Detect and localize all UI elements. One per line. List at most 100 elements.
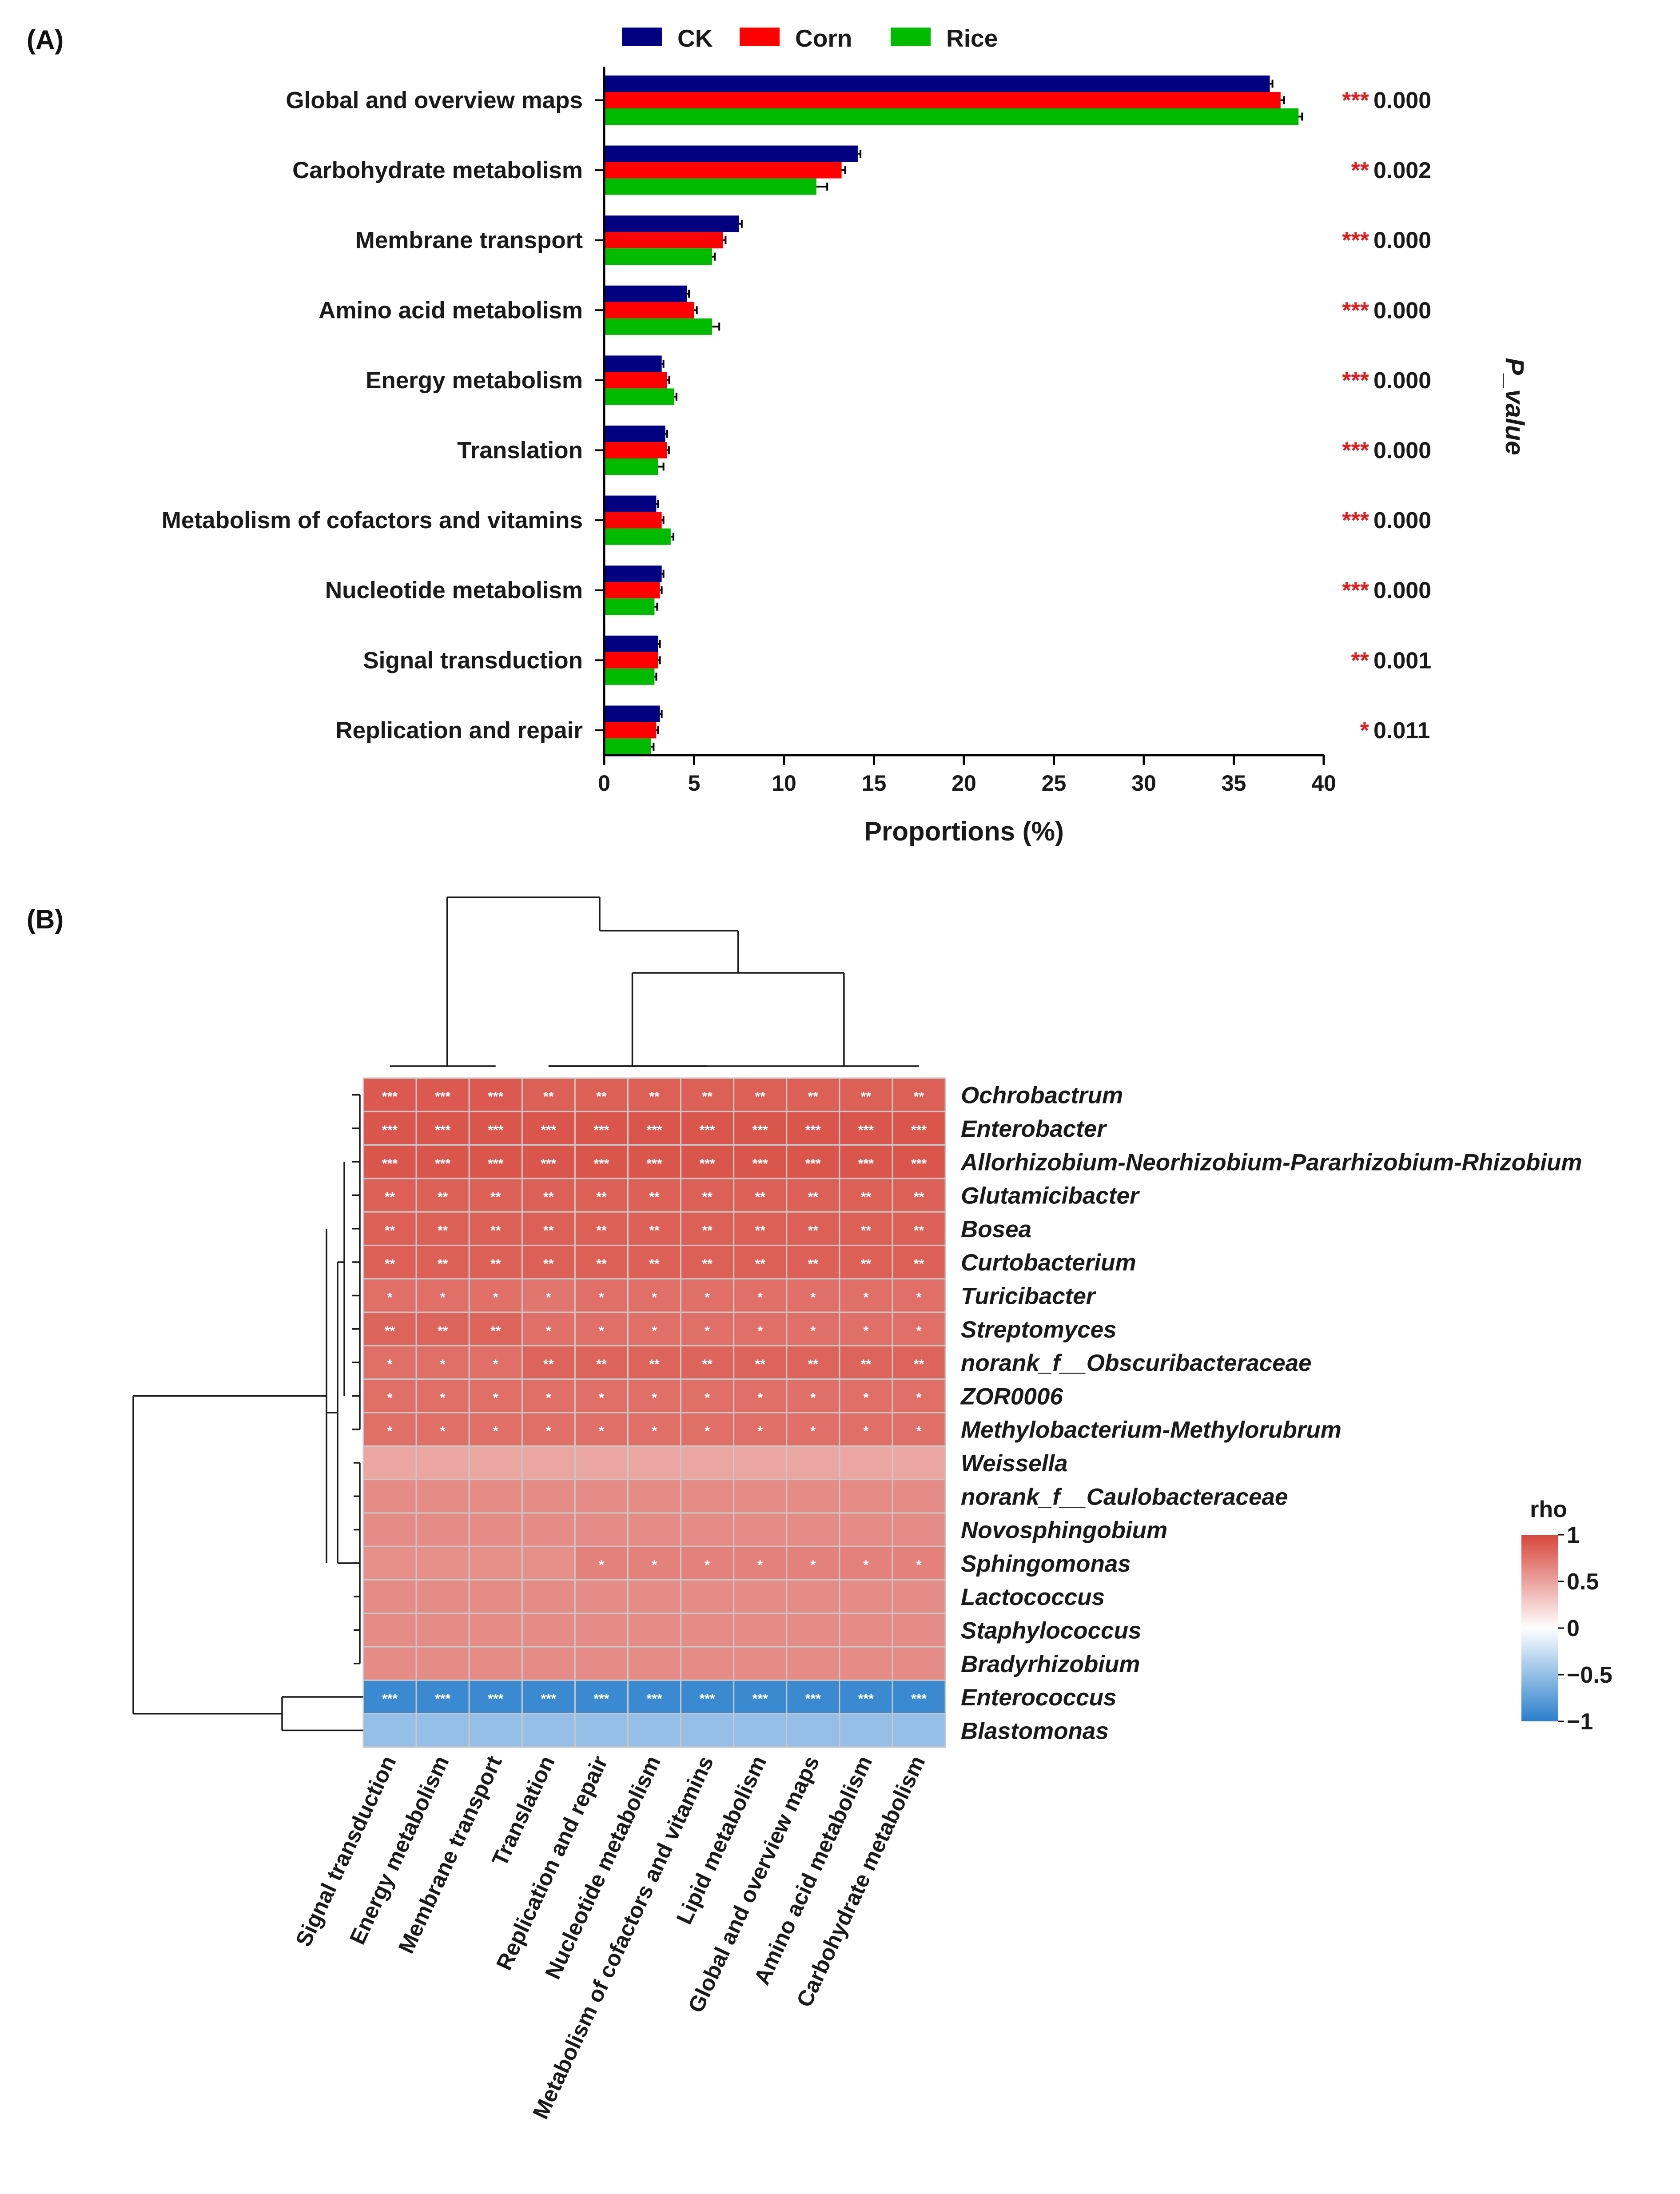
heatmap-cell: [733, 1579, 788, 1614]
cell-significance: *: [387, 1424, 393, 1439]
heatmap-cell: [415, 1646, 470, 1681]
colorbar-tick-label: −0.5: [1567, 1662, 1612, 1688]
heatmap-cell: [839, 1646, 893, 1681]
cell-significance: **: [649, 1357, 660, 1372]
heatmap-cell: [733, 1646, 788, 1681]
heatmap-cell: [362, 1345, 417, 1380]
heatmap-cell: [892, 1178, 946, 1213]
heatmap-cell: [892, 1412, 946, 1447]
bar: [604, 598, 655, 615]
heatmap-cell: [362, 1445, 417, 1481]
heatmap-cell: [627, 1445, 682, 1481]
heatmap-cell: [892, 1278, 946, 1313]
heatmap-cell: [521, 1479, 576, 1514]
x-tick-label: 0: [598, 771, 610, 796]
bar: [604, 388, 674, 405]
cell-significance: **: [385, 1257, 395, 1271]
row-label: Turicibacter: [961, 1283, 1097, 1309]
heatmap-cell: [468, 1512, 523, 1547]
x-tick-label: 40: [1311, 771, 1336, 796]
heatmap-cell: [415, 1278, 470, 1313]
cell-significance: *: [811, 1558, 816, 1573]
bar: [604, 178, 816, 195]
cell-significance: *: [705, 1324, 710, 1338]
heatmap-cell: [892, 1311, 946, 1346]
cell-significance: **: [596, 1090, 607, 1104]
cell-significance: **: [649, 1090, 660, 1104]
row-label: ZOR0006: [960, 1383, 1063, 1410]
colorbar-title: rho: [1530, 1497, 1567, 1522]
bar: [604, 162, 842, 179]
heatmap-cell: [839, 1144, 893, 1179]
heatmap-cell: [574, 1445, 629, 1481]
heatmap-cell: [733, 1077, 788, 1112]
heatmap-cell: [468, 1646, 523, 1681]
legend-label-ck: CK: [677, 24, 713, 52]
x-tick-label: 10: [772, 771, 796, 796]
cell-significance: ***: [700, 1123, 715, 1138]
heatmap-cell: [786, 1579, 840, 1614]
colorbar: [1521, 1535, 1558, 1721]
heatmap-cell: [415, 1211, 470, 1246]
row-label: Staphylococcus: [961, 1617, 1141, 1644]
category-label: Metabolism of cofactors and vitamins: [162, 507, 583, 534]
heatmap-cell: [892, 1545, 946, 1581]
cell-significance: ***: [647, 1692, 662, 1706]
heatmap-cell: [415, 1713, 470, 1748]
cell-significance: **: [543, 1090, 554, 1104]
cell-significance: ***: [488, 1692, 503, 1706]
row-label: Ochrobactrum: [961, 1083, 1123, 1109]
cell-significance: **: [385, 1223, 395, 1238]
heatmap-cell: [839, 1445, 893, 1481]
heatmap-cell: [574, 1646, 629, 1681]
heatmap-cell: [627, 1579, 682, 1614]
cell-significance: *: [705, 1290, 710, 1305]
heatmap-cell: [892, 1445, 946, 1481]
cell-significance: **: [861, 1223, 872, 1238]
cell-significance: *: [493, 1390, 498, 1405]
heatmap-cell: [415, 1445, 470, 1481]
legend-swatch-ck: [622, 28, 662, 46]
row-label: Novosphingobium: [961, 1517, 1167, 1544]
heatmap-cell: [733, 1311, 788, 1346]
bar: [604, 458, 658, 475]
cell-significance: **: [702, 1223, 713, 1238]
cell-significance: *: [546, 1390, 551, 1405]
heatmap-cell: [521, 1545, 576, 1581]
bar: [604, 232, 723, 249]
cell-significance: *: [599, 1424, 604, 1439]
significance-stars: ***: [1342, 298, 1369, 323]
cell-significance: ***: [382, 1123, 398, 1138]
category-label: Carbohydrate metabolism: [292, 157, 583, 183]
bar: [604, 635, 658, 652]
heatmap-cell: [627, 1311, 682, 1346]
bar: [604, 565, 662, 582]
x-tick-label: 5: [688, 771, 701, 796]
cell-significance: *: [440, 1290, 446, 1305]
heatmap-cell: [680, 1713, 735, 1748]
cell-significance: **: [490, 1190, 501, 1205]
heatmap-cell: [786, 1412, 840, 1447]
cell-significance: **: [649, 1190, 660, 1205]
bar: [604, 426, 665, 442]
bar: [604, 722, 657, 739]
p-value-label: 0.000: [1373, 298, 1431, 323]
row-label: Enterococcus: [961, 1684, 1117, 1711]
heatmap-cell: [415, 1545, 470, 1581]
heatmap-cell: [521, 1144, 576, 1179]
cell-significance: **: [438, 1223, 448, 1238]
heatmap-cell: [468, 1311, 523, 1346]
x-tick-label: 20: [951, 771, 976, 796]
panel-a-label: (A): [27, 25, 64, 55]
cell-significance: **: [385, 1190, 395, 1205]
cell-significance: ***: [805, 1692, 821, 1706]
row-label: Enterobacter: [961, 1116, 1107, 1142]
heatmap-cell: [468, 1211, 523, 1246]
bar: [604, 668, 655, 685]
heatmap-cell: [892, 1713, 946, 1748]
cell-significance: *: [387, 1290, 393, 1305]
heatmap-cell: [415, 1345, 470, 1380]
heatmap-cell: [627, 1613, 682, 1648]
heatmap-cell: [733, 1512, 788, 1547]
heatmap-cell: [786, 1178, 840, 1213]
